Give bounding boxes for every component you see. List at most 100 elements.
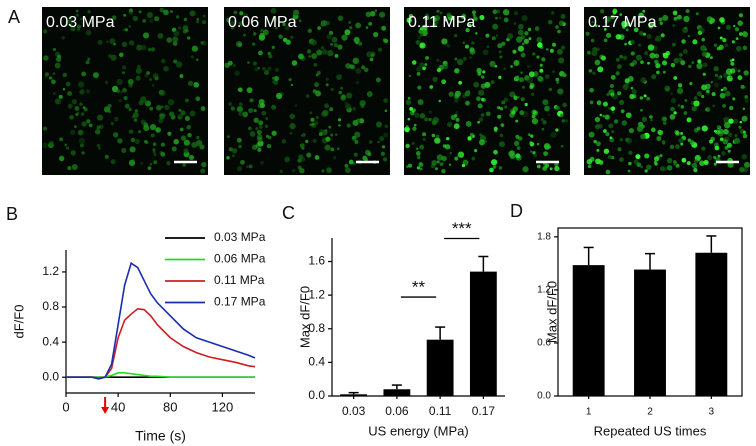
cell: [482, 49, 489, 56]
y-tick-label: 1.8: [537, 231, 551, 242]
cell: [149, 124, 157, 131]
cell: [601, 55, 606, 61]
cell: [482, 70, 486, 74]
cell: [614, 119, 619, 124]
cell: [729, 59, 733, 62]
cell: [381, 145, 386, 149]
cell: [676, 14, 682, 20]
cell: [559, 113, 564, 118]
cell: [272, 76, 275, 80]
cell: [324, 144, 331, 151]
cell: [531, 92, 535, 97]
cell: [604, 114, 611, 121]
cell: [724, 122, 731, 129]
cell: [474, 149, 478, 153]
cell: [310, 39, 317, 46]
cell: [316, 49, 323, 56]
cell: [594, 24, 598, 28]
cell: [289, 132, 293, 135]
cell: [672, 159, 677, 164]
cell: [659, 154, 663, 158]
cell: [154, 76, 159, 81]
cell: [248, 126, 252, 131]
cell: [231, 154, 235, 158]
cell: [381, 25, 387, 31]
cell: [599, 113, 603, 117]
cell: [344, 167, 351, 174]
cell: [543, 151, 548, 156]
cell: [135, 67, 142, 74]
cell: [157, 32, 164, 39]
cell: [626, 137, 633, 144]
cell: [498, 141, 505, 148]
cell: [630, 62, 635, 67]
cell: [531, 109, 537, 115]
image-bg: [404, 7, 570, 175]
cell: [187, 80, 194, 87]
cell: [99, 124, 104, 129]
cell: [499, 133, 504, 138]
cell: [696, 62, 703, 70]
cell: [352, 162, 356, 165]
cell: [453, 98, 459, 103]
cell: [664, 85, 671, 92]
cell: [179, 74, 184, 79]
x-axis-label: Time (s): [135, 428, 186, 444]
cell: [172, 41, 178, 46]
cell: [133, 118, 138, 122]
cell: [431, 160, 437, 166]
cell: [97, 39, 103, 45]
cell: [658, 17, 663, 22]
cell: [517, 45, 525, 52]
cell: [699, 160, 705, 166]
cell: [718, 44, 724, 50]
cell: [714, 129, 721, 135]
panel-letter: D: [510, 201, 523, 221]
cell: [662, 52, 669, 59]
cell: [465, 27, 470, 33]
cell: [108, 110, 112, 114]
cell: [180, 135, 187, 141]
cell: [232, 63, 236, 68]
cell: [415, 147, 419, 150]
cell: [618, 99, 625, 106]
cell: [516, 146, 521, 150]
cell: [308, 55, 311, 58]
cell: [727, 149, 731, 153]
cell: [160, 58, 166, 64]
cell: [693, 96, 698, 100]
cell: [441, 155, 447, 162]
cell: [238, 87, 243, 93]
cell: [271, 45, 275, 49]
cell: [622, 84, 629, 90]
cell: [677, 104, 681, 107]
cell: [234, 70, 240, 76]
cell: [719, 92, 726, 99]
x-axis-label: Repeated US times: [594, 423, 707, 438]
cell: [735, 37, 739, 41]
cell: [464, 44, 469, 49]
cell: [137, 64, 141, 69]
cell: [683, 15, 690, 23]
cell: [116, 89, 120, 93]
cell: [628, 161, 632, 166]
cell: [242, 33, 246, 37]
cell: [110, 159, 116, 165]
cell: [480, 113, 485, 117]
cell: [355, 22, 362, 29]
cell: [471, 41, 475, 45]
cell: [368, 140, 373, 144]
cell: [615, 34, 622, 40]
cell: [478, 117, 484, 122]
cell: [649, 115, 653, 119]
cell: [354, 131, 361, 138]
cell: [717, 26, 721, 30]
cell: [274, 76, 279, 81]
cell: [697, 30, 703, 36]
cell: [713, 82, 719, 88]
cell: [359, 118, 365, 124]
image-label: 0.17 MPa: [588, 14, 657, 31]
cell: [140, 161, 144, 165]
cell: [298, 53, 304, 60]
cell: [630, 51, 635, 56]
